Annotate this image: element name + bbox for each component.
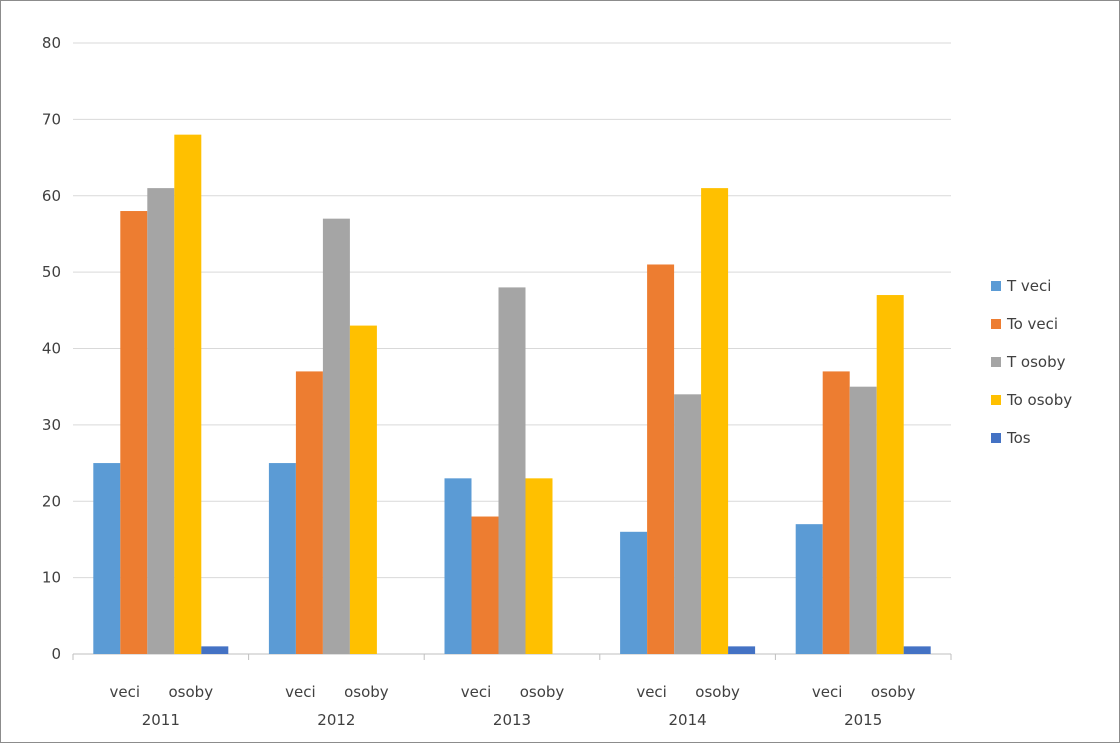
x-category-label: 2013 [493,711,531,729]
bar-to-osoby-2015 [876,295,904,654]
x-category-label: 2011 [142,711,180,729]
bar-to-veci-2011 [120,211,148,654]
x-category-label: 2014 [669,711,707,729]
bar-to-osoby-2014 [701,188,729,655]
legend-label: T veci [1006,277,1051,295]
bar-to-veci-2012 [295,371,323,654]
x-category-label: 2012 [317,711,355,729]
bar-tos-2014 [728,646,756,654]
x-sublabel: veci [285,683,316,701]
bar-to-veci-2015 [822,371,850,654]
legend-swatch [991,357,1001,367]
x-sublabel: osoby [344,683,389,701]
bar-t-osoby-2013 [498,287,526,654]
y-tick-label: 10 [42,569,61,587]
y-tick-label: 40 [42,340,61,358]
bar-to-veci-2014 [647,264,675,654]
bar-t-osoby-2014 [674,394,702,654]
y-tick-label: 70 [42,110,61,128]
bar-to-veci-2013 [471,516,499,654]
bar-tos-2015 [903,646,931,654]
legend-label: To osoby [1006,391,1072,409]
bar-to-osoby-2012 [349,325,377,654]
bar-to-osoby-2013 [525,478,553,654]
y-tick-label: 50 [42,263,61,281]
bar-t-veci-2012 [268,463,296,654]
bar-t-veci-2014 [620,531,648,654]
legend-label: T osoby [1006,353,1066,371]
x-category-label: 2015 [844,711,882,729]
bar-t-osoby-2011 [147,188,175,655]
y-tick-label: 0 [51,645,61,663]
bar-t-veci-2013 [444,478,472,654]
bar-t-osoby-2012 [322,218,350,654]
x-sublabel: osoby [695,683,740,701]
bar-tos-2011 [201,646,229,654]
x-sublabel: veci [636,683,667,701]
y-tick-label: 30 [42,416,61,434]
legend-label: To veci [1006,315,1058,333]
bar-to-osoby-2011 [174,134,202,654]
legend-swatch [991,395,1001,405]
legend-swatch [991,433,1001,443]
x-sublabel: veci [812,683,843,701]
y-tick-label: 20 [42,492,61,510]
legend-swatch [991,281,1001,291]
x-sublabel: osoby [169,683,214,701]
x-sublabel: veci [110,683,141,701]
x-sublabel: osoby [520,683,565,701]
x-sublabel: veci [461,683,492,701]
bar-t-veci-2011 [93,463,121,654]
legend-label: Tos [1006,429,1031,447]
y-tick-label: 60 [42,187,61,205]
x-sublabel: osoby [871,683,916,701]
y-tick-label: 80 [42,34,61,52]
bar-t-veci-2015 [795,524,823,654]
legend-swatch [991,319,1001,329]
bar-t-osoby-2015 [849,386,877,654]
